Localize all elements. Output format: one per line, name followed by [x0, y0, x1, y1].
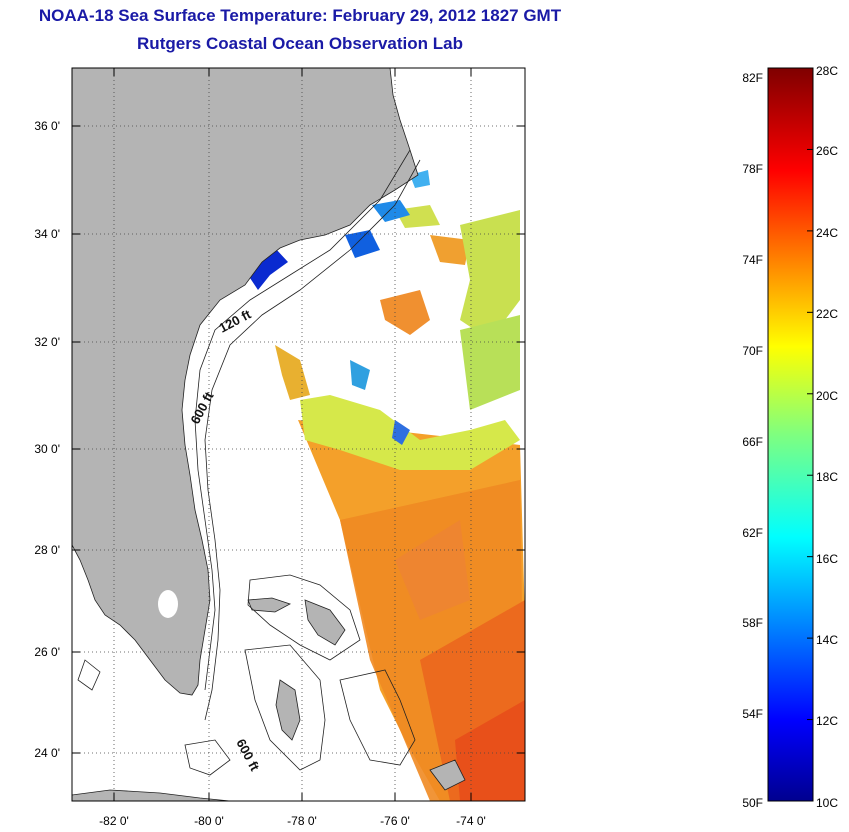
- land-bahamas-andros: [275, 679, 301, 741]
- lat-label: 34 0': [34, 227, 60, 241]
- celsius-label: 20C: [816, 389, 838, 403]
- fahrenheit-label: 70F: [742, 344, 763, 358]
- lon-label: -78 0': [287, 814, 317, 828]
- isobaths: [77, 149, 421, 776]
- celsius-label: 16C: [816, 552, 838, 566]
- lon-label: -76 0': [380, 814, 410, 828]
- map-title: NOAA-18 Sea Surface Temperature: Februar…: [38, 6, 562, 25]
- lat-label: 26 0': [34, 645, 60, 659]
- lat-label: 32 0': [34, 335, 60, 349]
- celsius-label: 18C: [816, 470, 838, 484]
- colorbar-celsius-labels: 28C 26C 24C 22C 20C 18C 16C 14C 12C 10C: [816, 64, 838, 810]
- fahrenheit-label: 62F: [742, 526, 763, 540]
- fahrenheit-label: 66F: [742, 435, 763, 449]
- land-bahamas-south: [429, 759, 466, 791]
- colorbar-gradient: [767, 67, 814, 802]
- map-subtitle: Rutgers Coastal Ocean Observation Lab: [137, 34, 463, 53]
- fahrenheit-label: 82F: [742, 71, 763, 85]
- colorbar: 82F 78F 74F 70F 66F 62F 58F 54F 50F 28C …: [742, 64, 838, 810]
- lon-label: -74 0': [456, 814, 486, 828]
- lat-label: 24 0': [34, 746, 60, 760]
- lat-label: 36 0': [34, 119, 60, 133]
- celsius-label: 22C: [816, 307, 838, 321]
- fahrenheit-label: 50F: [742, 796, 763, 810]
- land-bahamas-abaco: [304, 599, 346, 646]
- land-cuba-edge: [72, 789, 231, 801]
- lat-label: 28 0': [34, 543, 60, 557]
- colorbar-fahrenheit-labels: 82F 78F 74F 70F 66F 62F 58F 54F 50F: [742, 71, 763, 810]
- lake-okeechobee: [158, 590, 178, 618]
- lon-label: -80 0': [194, 814, 224, 828]
- fahrenheit-label: 58F: [742, 616, 763, 630]
- land-mainland: [72, 68, 419, 696]
- lon-labels: -82 0' -80 0' -78 0' -76 0' -74 0': [99, 814, 486, 828]
- celsius-label: 24C: [816, 226, 838, 240]
- lat-labels: 36 0' 34 0' 32 0' 30 0' 28 0' 26 0' 24 0…: [34, 119, 60, 760]
- fahrenheit-label: 78F: [742, 162, 763, 176]
- celsius-label: 28C: [816, 64, 838, 78]
- sst-swath: [248, 170, 525, 801]
- celsius-label: 26C: [816, 144, 838, 158]
- celsius-label: 12C: [816, 714, 838, 728]
- fahrenheit-label: 54F: [742, 707, 763, 721]
- map-panel: 120 ft 600 ft 600 ft: [71, 67, 526, 802]
- celsius-label: 14C: [816, 633, 838, 647]
- celsius-label: 10C: [816, 796, 838, 810]
- fahrenheit-label: 74F: [742, 253, 763, 267]
- frame-ticks: [72, 68, 525, 801]
- lat-label: 30 0': [34, 442, 60, 456]
- lon-label: -82 0': [99, 814, 129, 828]
